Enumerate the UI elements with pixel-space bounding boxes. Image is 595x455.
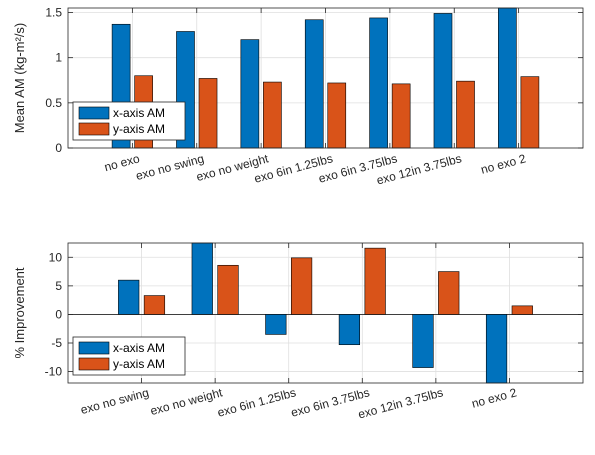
bar-x-axis-am-3 [338, 314, 361, 346]
y-tick-label: 1 [55, 51, 62, 65]
bar-y-axis-am-1 [198, 78, 218, 149]
legend-label: y-axis AM [113, 357, 165, 371]
bar-x-axis-am-4 [369, 17, 388, 149]
legend-swatch [78, 122, 110, 136]
legend: x-axis AM y-axis AM [72, 101, 186, 141]
bar-y-axis-am-2 [290, 257, 313, 315]
x-tick-label: no exo 2 [470, 385, 518, 411]
y-tick-label: 0.5 [45, 96, 62, 110]
legend: x-axis AM y-axis AM [72, 336, 186, 376]
legend-label: x-axis AM [113, 106, 165, 120]
bar-x-axis-am-5 [433, 13, 453, 149]
bar-x-axis-am-6 [498, 7, 517, 149]
x-tick-label: exo 12in 3.75lbs [357, 385, 445, 421]
bar-y-axis-am-3 [327, 82, 347, 149]
legend-swatch [78, 357, 110, 371]
y-tick-label: 10 [49, 250, 63, 264]
x-tick-label: exo no swing [134, 151, 205, 183]
legend-label: y-axis AM [113, 122, 165, 136]
bar-x-axis-am-1 [191, 242, 213, 315]
y-axis-label: Mean AM (kg-m²/s) [12, 23, 27, 134]
bar-y-axis-am-5 [456, 80, 475, 149]
y-tick-label: 1.5 [45, 6, 62, 20]
bar-y-axis-am-5 [511, 305, 533, 315]
bar-x-axis-am-2 [265, 314, 287, 335]
bar-y-axis-am-4 [438, 271, 460, 315]
x-tick-label: exo no weight [149, 385, 225, 418]
axes-box [67, 242, 584, 384]
y-axis-label: % Improvement [12, 267, 27, 358]
x-tick-label: exo no swing [79, 385, 150, 417]
bar-x-axis-am-2 [240, 39, 260, 149]
x-tick-label: exo 6in 1.25lbs [216, 385, 298, 419]
bar-y-axis-am-1 [217, 264, 239, 315]
bar-x-axis-am-3 [304, 19, 324, 149]
y-tick-label: 0 [55, 307, 62, 321]
y-tick-label: 5 [55, 279, 62, 293]
bar-x-axis-am-4 [412, 314, 434, 368]
y-tick-label: -10 [45, 365, 63, 379]
bar-y-axis-am-3 [364, 247, 386, 315]
y-tick-label: -5 [51, 336, 62, 350]
x-tick-label: no exo 2 [479, 151, 527, 177]
bar-y-axis-am-6 [520, 76, 540, 149]
y-tick-label: 0 [55, 141, 62, 155]
bar-y-axis-am-2 [263, 81, 282, 149]
legend-swatch [78, 341, 110, 355]
bar-y-axis-am-0 [143, 295, 166, 315]
legend-swatch [78, 106, 110, 120]
bar-y-axis-am-4 [391, 83, 411, 149]
legend-label: x-axis AM [113, 341, 165, 355]
bar-x-axis-am-5 [485, 314, 508, 384]
bar-x-axis-am-0 [118, 279, 140, 315]
